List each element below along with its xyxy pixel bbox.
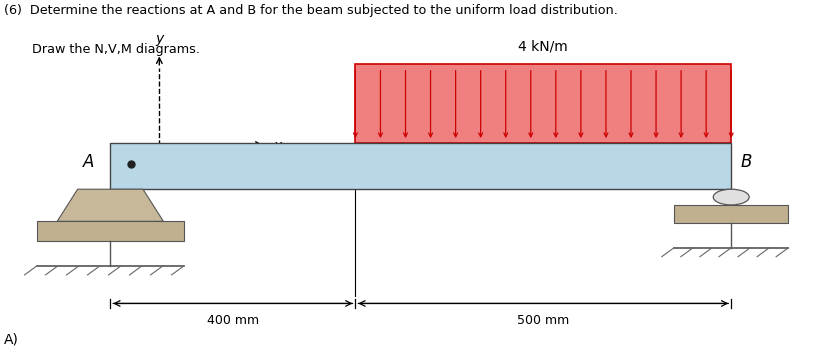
- Bar: [674, 205, 788, 223]
- Text: x: x: [274, 139, 282, 154]
- Polygon shape: [57, 189, 163, 221]
- Bar: [110, 143, 731, 189]
- Circle shape: [713, 189, 749, 205]
- Text: A: A: [83, 154, 94, 171]
- Text: 400 mm: 400 mm: [207, 314, 259, 327]
- Text: y: y: [155, 32, 163, 46]
- Text: (6)  Determine the reactions at A and B for the beam subjected to the uniform lo: (6) Determine the reactions at A and B f…: [4, 4, 618, 16]
- Bar: [37, 221, 184, 241]
- Text: A): A): [4, 332, 19, 346]
- Text: Draw the N,V,M diagrams.: Draw the N,V,M diagrams.: [4, 43, 200, 56]
- Text: B: B: [741, 154, 752, 171]
- Text: 500 mm: 500 mm: [517, 314, 569, 327]
- Text: 4 kN/m: 4 kN/m: [519, 40, 568, 54]
- Bar: [355, 64, 731, 143]
